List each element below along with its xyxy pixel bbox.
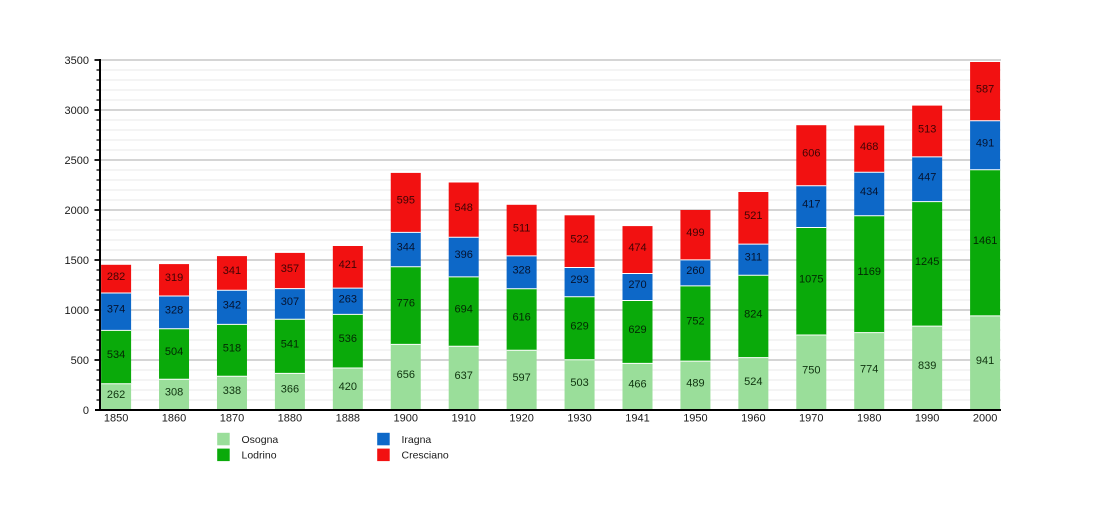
svg-text:606: 606: [802, 148, 820, 160]
svg-text:447: 447: [918, 171, 936, 183]
svg-text:357: 357: [281, 263, 299, 275]
svg-text:500: 500: [71, 355, 89, 367]
svg-text:504: 504: [165, 346, 183, 358]
svg-text:1900: 1900: [394, 413, 418, 425]
svg-text:417: 417: [802, 199, 820, 211]
svg-text:522: 522: [570, 233, 588, 245]
svg-text:1850: 1850: [104, 413, 128, 425]
svg-text:311: 311: [745, 252, 763, 264]
svg-text:328: 328: [512, 264, 530, 276]
svg-text:Lodrino: Lodrino: [242, 450, 277, 462]
svg-text:518: 518: [223, 342, 241, 354]
svg-text:513: 513: [918, 123, 936, 135]
svg-text:Iragna: Iragna: [402, 434, 432, 446]
svg-text:3000: 3000: [65, 105, 89, 117]
svg-text:1000: 1000: [65, 305, 89, 317]
svg-text:307: 307: [281, 296, 299, 308]
svg-text:750: 750: [802, 365, 820, 377]
svg-text:587: 587: [976, 83, 994, 95]
svg-text:468: 468: [860, 141, 878, 153]
svg-text:1169: 1169: [857, 266, 881, 278]
svg-text:489: 489: [686, 378, 704, 390]
svg-text:308: 308: [165, 387, 183, 399]
svg-text:1990: 1990: [915, 413, 939, 425]
svg-text:1960: 1960: [741, 413, 765, 425]
svg-text:1075: 1075: [799, 273, 823, 285]
svg-text:774: 774: [860, 363, 878, 375]
svg-text:270: 270: [628, 279, 646, 291]
svg-text:2500: 2500: [65, 155, 89, 167]
svg-text:374: 374: [107, 304, 125, 316]
svg-text:1245: 1245: [915, 256, 939, 268]
svg-text:396: 396: [455, 249, 473, 261]
svg-text:534: 534: [107, 349, 125, 361]
svg-text:474: 474: [628, 242, 646, 254]
svg-text:1880: 1880: [278, 413, 302, 425]
svg-text:434: 434: [860, 186, 878, 198]
svg-text:342: 342: [223, 299, 241, 311]
svg-text:282: 282: [107, 271, 125, 283]
svg-text:656: 656: [397, 369, 415, 381]
svg-text:1910: 1910: [451, 413, 475, 425]
svg-text:524: 524: [744, 376, 762, 388]
svg-text:1860: 1860: [162, 413, 186, 425]
svg-text:Cresciano: Cresciano: [402, 450, 449, 462]
svg-text:1888: 1888: [336, 413, 360, 425]
svg-text:1500: 1500: [65, 255, 89, 267]
svg-text:1980: 1980: [857, 413, 881, 425]
svg-text:1461: 1461: [973, 235, 997, 247]
svg-text:776: 776: [397, 298, 415, 310]
svg-text:263: 263: [339, 293, 357, 305]
svg-text:319: 319: [165, 272, 183, 284]
svg-text:548: 548: [455, 202, 473, 214]
svg-text:2000: 2000: [973, 413, 997, 425]
svg-text:344: 344: [397, 242, 415, 254]
svg-text:824: 824: [744, 308, 762, 320]
svg-text:629: 629: [570, 320, 588, 332]
svg-text:499: 499: [686, 227, 704, 239]
svg-text:839: 839: [918, 360, 936, 372]
svg-text:511: 511: [513, 222, 531, 234]
svg-text:420: 420: [339, 381, 357, 393]
svg-text:341: 341: [223, 265, 241, 277]
svg-text:421: 421: [339, 259, 357, 271]
svg-text:260: 260: [686, 265, 704, 277]
svg-text:1970: 1970: [799, 413, 823, 425]
svg-text:366: 366: [281, 384, 299, 396]
svg-text:0: 0: [83, 405, 89, 417]
svg-text:1920: 1920: [509, 413, 533, 425]
svg-text:616: 616: [512, 312, 530, 324]
svg-text:328: 328: [165, 304, 183, 316]
svg-text:536: 536: [339, 333, 357, 345]
svg-text:491: 491: [976, 137, 994, 149]
svg-text:466: 466: [628, 379, 646, 391]
svg-text:262: 262: [107, 389, 125, 401]
svg-text:1950: 1950: [683, 413, 707, 425]
svg-text:Osogna: Osogna: [242, 434, 279, 446]
svg-text:1941: 1941: [625, 413, 649, 425]
svg-text:293: 293: [570, 274, 588, 286]
svg-text:503: 503: [570, 377, 588, 389]
svg-text:1870: 1870: [220, 413, 244, 425]
svg-text:637: 637: [455, 370, 473, 382]
svg-text:2000: 2000: [65, 205, 89, 217]
svg-text:941: 941: [976, 355, 994, 367]
svg-text:521: 521: [744, 210, 762, 222]
svg-text:1930: 1930: [567, 413, 591, 425]
svg-text:694: 694: [455, 304, 473, 316]
svg-text:338: 338: [223, 385, 241, 397]
svg-text:541: 541: [281, 338, 299, 350]
svg-text:3500: 3500: [65, 55, 89, 67]
svg-text:752: 752: [686, 316, 704, 328]
svg-text:595: 595: [397, 195, 415, 207]
svg-text:629: 629: [628, 324, 646, 336]
svg-text:597: 597: [512, 372, 530, 384]
